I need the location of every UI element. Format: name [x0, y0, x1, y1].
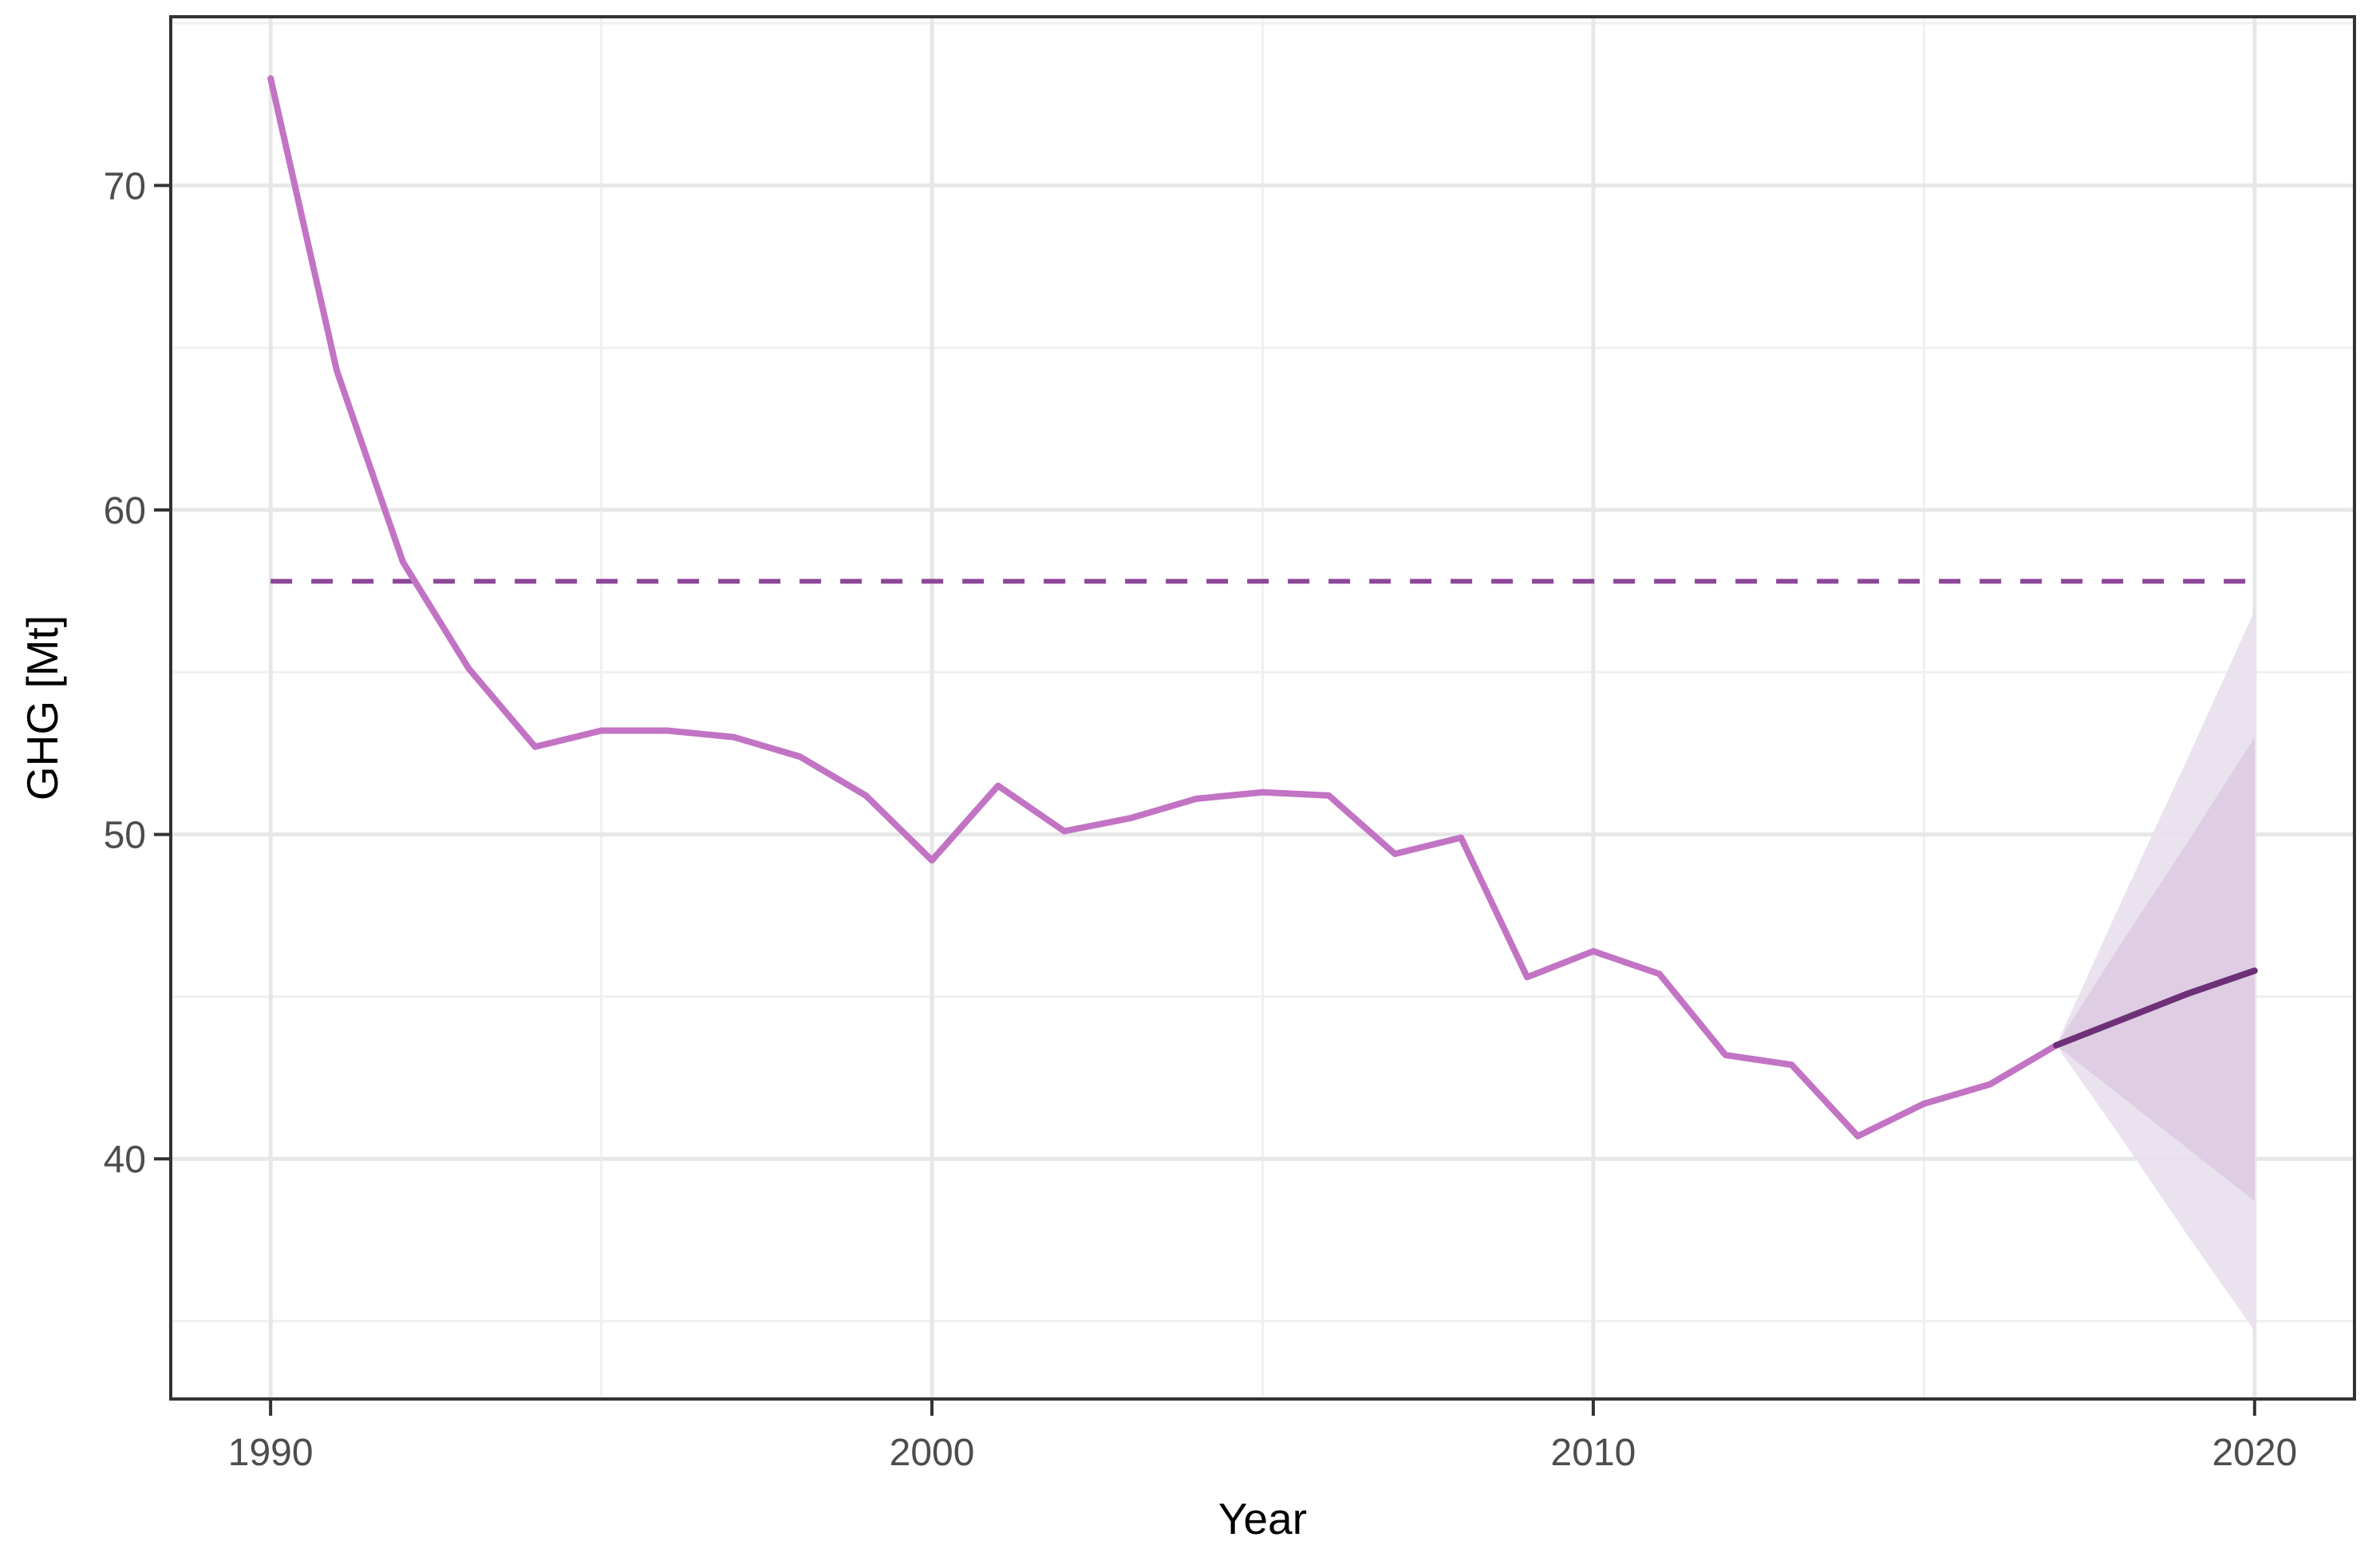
inner-prediction-interval-ribbon [2056, 737, 2255, 1201]
y-axis-title: GHG [Mt] [18, 615, 67, 800]
x-tick-label: 1990 [228, 1432, 314, 1474]
forecast-line [2053, 967, 2258, 1049]
x-tick-label: 2020 [2212, 1432, 2297, 1474]
x-axis-title: Year [1218, 1494, 1307, 1543]
x-tick-label: 2000 [890, 1432, 975, 1474]
y-tick-label: 40 [104, 1139, 146, 1181]
y-tick-label: 50 [104, 815, 146, 857]
panel-border [169, 15, 2356, 1401]
y-tick-label: 60 [104, 490, 146, 532]
historical-line [267, 75, 2060, 1140]
x-tick-label: 2010 [1551, 1432, 1636, 1474]
y-tick-label: 70 [104, 165, 146, 207]
